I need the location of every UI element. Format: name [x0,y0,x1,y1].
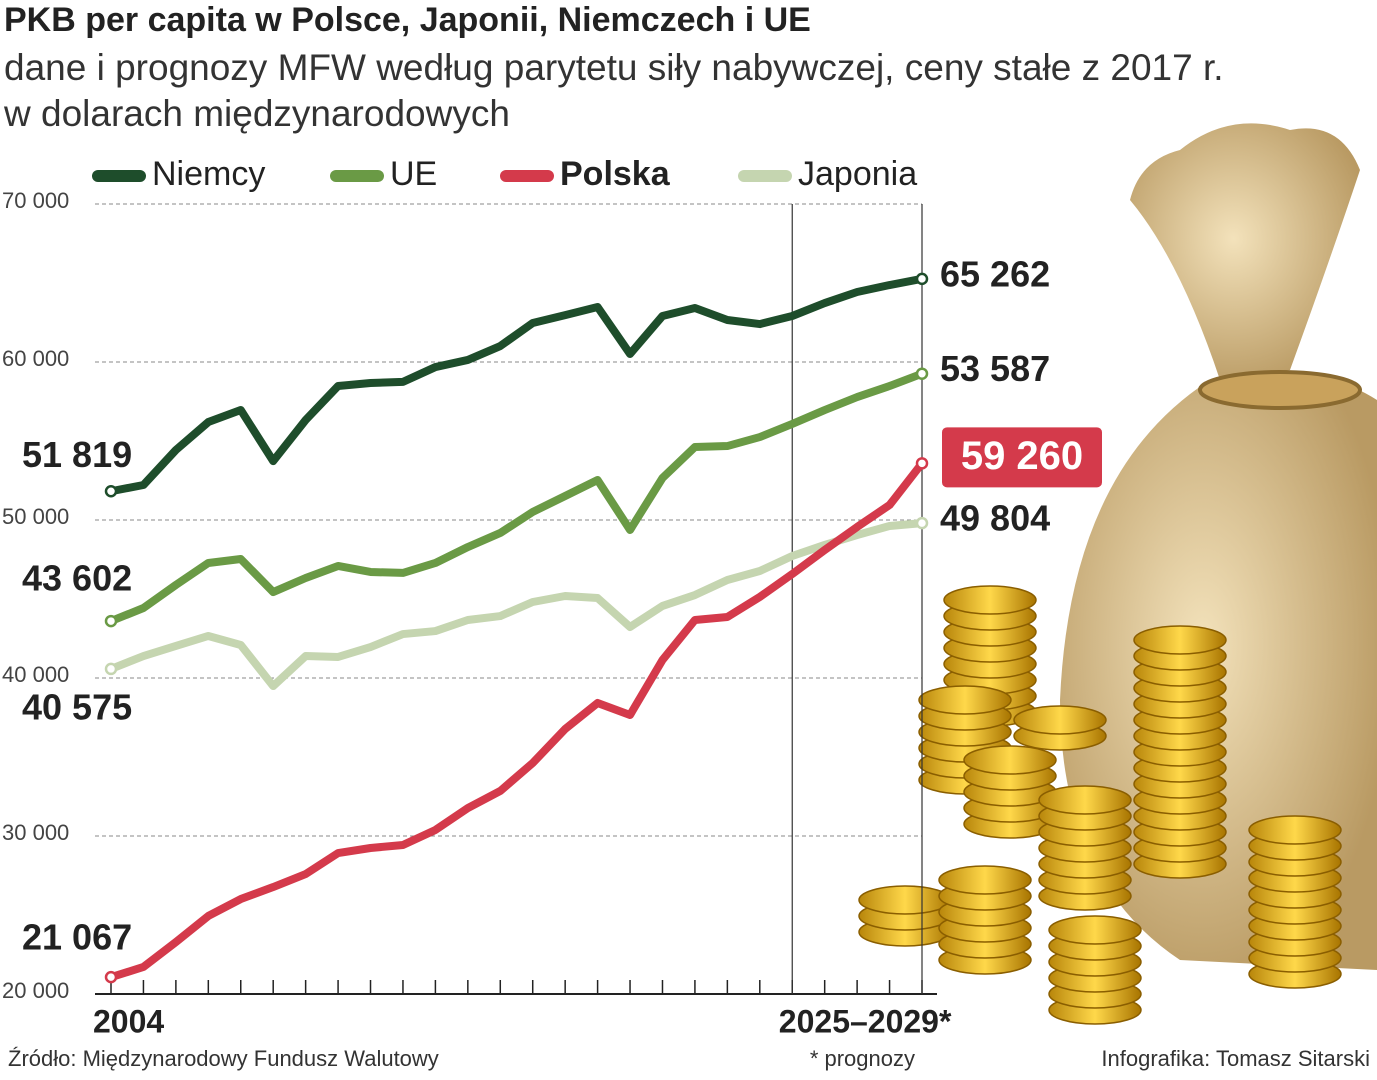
coin [1013,705,1107,735]
series-line [109,519,923,691]
coin-stacks-illustration [858,585,1342,1025]
forecast-label: 2025–2029* [779,1003,952,1039]
y-tick-label: 30 000 [2,820,69,845]
legend-label: Polska [560,155,671,193]
series-line [109,460,926,981]
coin [938,865,1032,895]
chart-subtitle: dane i prognozy MFW według parytetu siły… [4,47,1224,88]
x-tick-label: 2004 [93,1003,164,1039]
credit: Infografika: Tomasz Sitarski [1101,1046,1370,1071]
start-label: 21 067 [22,917,132,958]
end-label: 49 804 [940,498,1050,539]
start-label: 43 602 [22,558,132,599]
series-line [109,369,924,625]
source: Źródło: Międzynarodowy Fundusz Walutowy [8,1046,439,1071]
coin [963,745,1057,775]
endpoint [104,485,118,498]
endpoint [915,367,929,380]
coin [858,885,952,915]
start-label: 51 819 [22,434,132,475]
end-label-box [942,427,1102,488]
coin [918,685,1012,715]
start-label: 40 575 [22,686,132,727]
endpoint [915,457,929,470]
coin [1038,785,1132,815]
y-tick-label: 20 000 [2,978,69,1003]
endpoint [104,614,118,628]
chart-subtitle: w dolarach międzynarodowych [3,93,510,134]
endpoint [915,272,929,286]
forecast-note: * prognozy [810,1046,915,1071]
endpoint [104,662,118,676]
legend-label: Niemcy [152,155,265,193]
end-label: 65 262 [940,253,1050,294]
legend-label: Japonia [798,155,917,193]
y-tick-label: 60 000 [2,346,69,371]
end-label: 53 587 [940,348,1050,389]
y-tick-label: 50 000 [2,504,69,529]
y-tick-label: 40 000 [2,662,69,687]
coin [943,585,1037,615]
coin [1133,625,1227,655]
coin [1248,815,1342,845]
series-line [110,274,923,496]
chart-title: PKB per capita w Polsce, Japonii, Niemcz… [4,1,811,39]
y-tick-label: 70 000 [2,188,69,213]
endpoint [915,516,929,530]
coin [1048,915,1142,945]
endpoint [104,970,118,984]
end-label: 59 260 [961,434,1083,478]
legend-label: UE [390,155,437,193]
